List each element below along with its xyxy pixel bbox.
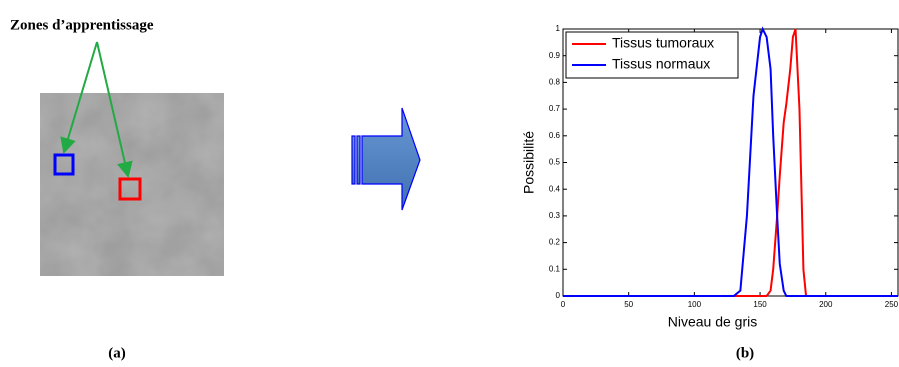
y-tick-label: 0.5 [549, 158, 561, 167]
normal-zone [53, 153, 75, 176]
tumor-zone [118, 177, 142, 201]
y-tick-label: 0.3 [549, 211, 561, 220]
y-tick-label: 0.4 [549, 184, 561, 193]
big-arrow [351, 107, 421, 211]
legend-label: Tissus normaux [612, 56, 710, 72]
x-tick-label: 100 [688, 300, 702, 309]
x-tick-label: 150 [753, 300, 767, 309]
y-tick-label: 0.8 [549, 78, 561, 87]
caption-b: (b) [736, 345, 754, 361]
y-tick-label: 1 [556, 24, 561, 33]
arrow [96, 41, 133, 178]
texture [40, 93, 224, 276]
x-tick-label: 250 [885, 300, 899, 309]
x-tick-label: 50 [624, 300, 633, 309]
y-axis-label: Possibilité [521, 131, 537, 194]
x-tick-label: 200 [819, 300, 833, 309]
y-tick-label: 0.1 [549, 264, 561, 273]
caption-a: (a) [108, 345, 126, 361]
chart: 0 0.1 0.2 0.3 0.4 0.5 0.6 0.7 0.8 0.9 1 0 50 100 150 20… [521, 24, 899, 330]
y-tick-label: 0.6 [549, 131, 561, 140]
legend-label: Tissus tumoraux [612, 35, 714, 51]
x-tick-label: 0 [561, 300, 566, 309]
zones-label: Zones d’apprentissage [10, 17, 154, 33]
y-tick-label: 0 [556, 291, 561, 300]
series-line [563, 26, 898, 297]
y-tick-label: 0.2 [549, 238, 561, 247]
y-tick-label: 0.9 [549, 51, 561, 60]
arrow [60, 41, 98, 154]
x-axis-label: Niveau de gris [668, 314, 758, 330]
y-tick-label: 0.7 [549, 104, 561, 113]
legend-box [565, 31, 739, 79]
